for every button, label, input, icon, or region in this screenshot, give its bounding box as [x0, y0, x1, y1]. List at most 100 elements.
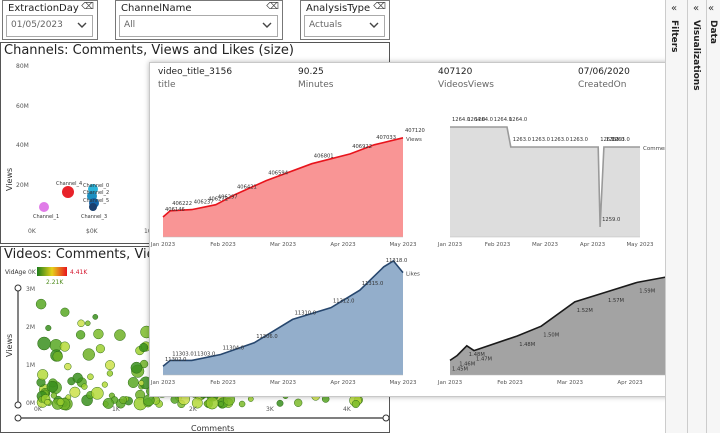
- bubble-label: Channel_5: [83, 198, 109, 204]
- area-fill: [163, 137, 403, 237]
- video-bubble[interactable]: [106, 370, 114, 377]
- video-bubble[interactable]: [64, 362, 72, 371]
- channels-plot: Views 80M 60M 40M 20M 0K $0K 10 Channel_…: [5, 63, 152, 235]
- channel-name-dropdown[interactable]: All: [119, 15, 278, 37]
- eraser-icon[interactable]: ⌫: [266, 2, 279, 12]
- analysis-type-dropdown[interactable]: Actuals: [304, 15, 385, 37]
- video-bubble[interactable]: [218, 401, 224, 407]
- data-label: 11304.0: [223, 346, 244, 352]
- extraction-day-dropdown[interactable]: 01/05/2023: [6, 15, 93, 37]
- video-bubble[interactable]: [238, 400, 246, 408]
- data-label: 11303.0: [194, 351, 215, 357]
- video-bubble[interactable]: [37, 336, 51, 351]
- video-bubble[interactable]: [276, 399, 284, 407]
- bubble-channel-3[interactable]: [89, 203, 97, 211]
- data-label: 11315.0: [362, 281, 383, 287]
- video-bubble[interactable]: [85, 320, 91, 327]
- video-bubble[interactable]: [138, 380, 145, 386]
- legend-title: VidAge: [5, 269, 26, 276]
- month-tick: Mar 2023: [270, 380, 297, 386]
- tooltip-key: VideosViews: [438, 80, 494, 90]
- video-bubble[interactable]: [35, 298, 47, 310]
- video-bubble[interactable]: [56, 398, 65, 406]
- video-bubble[interactable]: [87, 373, 94, 381]
- video-bubble[interactable]: [294, 398, 303, 407]
- video-bubble[interactable]: [45, 324, 52, 332]
- data-label: 1263.0: [570, 137, 588, 143]
- video-bubble[interactable]: [44, 399, 51, 406]
- video-bubble[interactable]: [90, 386, 104, 400]
- month-tick: Feb 2023: [210, 380, 236, 386]
- bubble-label: Channel_1: [33, 214, 59, 220]
- video-bubble[interactable]: [82, 348, 95, 361]
- video-bubble[interactable]: [119, 396, 128, 405]
- collapse-icon[interactable]: «: [671, 3, 678, 14]
- x-tick: 10: [144, 228, 152, 235]
- bubble-channel-1[interactable]: [39, 202, 49, 212]
- x-tick: 2K: [189, 406, 198, 413]
- bubble-label: Channel_0: [83, 183, 109, 189]
- video-bubble[interactable]: [92, 314, 99, 320]
- data-pane[interactable]: « Data: [706, 0, 720, 433]
- y-tick: 3M: [26, 286, 35, 293]
- month-tick: Apr 2023: [617, 380, 643, 386]
- video-bubble[interactable]: [127, 377, 139, 388]
- y-tick: 40M: [16, 142, 29, 149]
- collapse-icon[interactable]: «: [708, 3, 715, 14]
- tooltip-charts: Jan 2023 Feb 2023 Mar 2023 Apr 2023 May 2023…: [150, 117, 695, 386]
- x-tick: $0K: [86, 228, 99, 235]
- data-label: 11310.0: [295, 310, 316, 316]
- video-bubble[interactable]: [114, 329, 126, 341]
- data-label: 407120: [405, 128, 425, 134]
- video-bubble[interactable]: [75, 330, 86, 340]
- video-bubble[interactable]: [93, 328, 104, 340]
- series-line: [449, 271, 691, 362]
- video-bubble[interactable]: [46, 380, 59, 393]
- y-slider-handle-top[interactable]: [14, 284, 22, 292]
- filters-pane[interactable]: « Filters: [665, 0, 687, 433]
- video-bubble[interactable]: [130, 361, 143, 374]
- video-bubble[interactable]: [60, 307, 70, 317]
- dropdown-value: All: [124, 20, 136, 30]
- video-bubble[interactable]: [77, 319, 85, 328]
- video-bubble[interactable]: [247, 396, 254, 402]
- month-tick: Mar 2023: [270, 242, 297, 248]
- bubble-channel-4[interactable]: [62, 186, 74, 198]
- x-slider-handle-right[interactable]: [382, 414, 389, 422]
- dropdown-value: Actuals: [309, 20, 342, 30]
- tooltip-key: Minutes: [298, 80, 334, 90]
- eraser-icon[interactable]: ⌫: [81, 2, 94, 12]
- data-label: 1264.0: [452, 117, 470, 123]
- tooltip-value: 407120: [438, 67, 473, 77]
- video-bubble[interactable]: [351, 399, 360, 409]
- y-slider-handle-bottom[interactable]: [14, 401, 22, 409]
- video-bubble[interactable]: [72, 372, 83, 384]
- visualizations-pane[interactable]: « Visualizations: [687, 0, 709, 433]
- video-bubble[interactable]: [52, 351, 63, 362]
- x-tick: 0K: [28, 228, 37, 235]
- data-label: 1263.0: [612, 137, 630, 143]
- video-bubble[interactable]: [102, 397, 114, 409]
- video-bubble[interactable]: [205, 396, 219, 410]
- video-bubble[interactable]: [37, 369, 49, 381]
- video-bubble[interactable]: [139, 342, 149, 353]
- data-label: 406237: [194, 200, 214, 206]
- eraser-icon[interactable]: ⌫: [373, 2, 386, 12]
- video-bubble[interactable]: [69, 386, 81, 398]
- video-bubble[interactable]: [191, 397, 203, 409]
- video-bubble[interactable]: [101, 381, 108, 388]
- video-bubble[interactable]: [95, 344, 105, 354]
- video-bubble[interactable]: [81, 383, 88, 390]
- collapse-icon[interactable]: «: [693, 3, 700, 14]
- data-label: 1264.0: [475, 117, 493, 123]
- data-label: 406801: [314, 154, 334, 160]
- chevron-down-icon: [77, 22, 87, 28]
- tooltip-value: video_title_3156: [158, 67, 233, 77]
- channels-chart-title: Channels: Comments, Views and Likes (siz…: [4, 43, 294, 58]
- video-bubble[interactable]: [105, 360, 115, 371]
- data-label: 11318.0: [386, 258, 407, 264]
- video-bubble[interactable]: [50, 392, 58, 399]
- x-slider-handle-left[interactable]: [14, 414, 22, 422]
- video-bubble[interactable]: [59, 341, 70, 352]
- data-label: 1.46M: [459, 362, 475, 368]
